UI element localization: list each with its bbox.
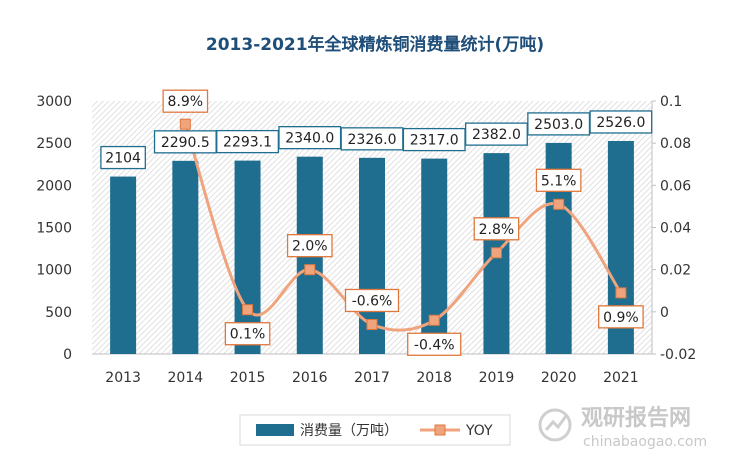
yoy-label-2019-box [473,217,520,241]
x-tick-label: 2020 [541,370,577,386]
legend-bar-label: 消费量（万吨） [300,423,398,439]
y-left-tick-label: 3000 [36,94,72,110]
yoy-label-2021-text: 0.9% [603,310,639,326]
y-left-tick-label: 2000 [36,178,72,194]
bar-label-2021-text: 2526.0 [596,115,645,131]
yoy-label-2020-text: 5.1% [541,173,577,189]
y-right-tick-label: 0.08 [660,136,691,152]
bar-label-2020-text: 2503.0 [534,117,583,133]
y-left-tick-label: 0 [63,347,72,363]
y-left-tick-label: 500 [45,305,72,321]
y-left-tick-label: 1500 [36,221,72,237]
yoy-marker-2017 [366,318,378,330]
x-tick-label: 2014 [168,370,204,386]
watermark-name: 观研报告网 [581,406,691,431]
yoy-label-2020: 5.1% [535,168,582,192]
yoy-marker-2014 [179,118,191,130]
yoy-label-2014: 8.9% [162,89,209,113]
legend-marker-swatch [434,424,446,436]
yoy-label-2015: 0.1% [224,322,271,346]
bar-label-2014: 2290.5 [153,130,217,154]
bar-2013 [110,176,137,354]
x-tick-label: 2021 [603,370,639,386]
x-tick-label: 2018 [416,370,452,386]
y-right-tick-label: 0.02 [660,263,691,279]
yoy-label-2016-text: 2.0% [292,239,328,255]
y-left-tick-label: 1000 [36,263,72,279]
yoy-label-2018-box [407,332,462,356]
bar-label-2013-text: 2104 [105,151,141,167]
yoy-label-2019: 2.8% [473,217,520,241]
yoy-label-2016-box [286,234,333,258]
bar-label-2021-box [589,110,653,134]
bar-label-2019: 2382.0 [464,122,528,146]
yoy-label-2014-box [162,89,209,113]
x-tick-label: 2016 [292,370,328,386]
legend: 消费量（万吨） YOY [239,414,511,446]
bar-label-2018: 2317.0 [402,127,466,152]
watermark-url: chinabaogao.com [583,434,707,450]
x-tick-label: 2013 [105,370,141,386]
bar-label-2021: 2526.0 [589,110,653,134]
bar-label-2018-text: 2317.0 [410,133,459,149]
yoy-label-2015-text: 0.1% [230,327,266,343]
yoy-marker-2015 [242,304,254,316]
bar-label-2020: 2503.0 [527,112,591,136]
bar-label-2013-box [100,145,146,170]
yoy-marker-2019 [490,247,502,259]
bar-label-2016-text: 2340.0 [285,131,334,147]
yoy-label-2018: -0.4% [407,332,462,356]
yoy-label-2019-text: 2.8% [479,222,515,238]
bar-label-2017: 2326.0 [340,127,404,151]
x-tick-label: 2015 [230,370,266,386]
yoy-marker-2018 [428,314,440,326]
yoy-label-2017-box [344,288,400,313]
y-right-tick-label: 0.06 [660,178,691,194]
bar-2014 [172,160,199,354]
chart-title: 2013-2021年全球精炼铜消费量统计(万吨) [206,34,544,55]
bar-label-2013: 2104 [100,145,146,170]
yoy-label-2017: -0.6% [344,288,400,313]
bar-label-2019-text: 2382.0 [472,127,521,143]
yoy-label-2020-box [535,168,582,192]
bar-label-2017-text: 2326.0 [348,132,397,148]
yoy-label-2017-text: -0.6% [352,293,393,309]
bar-label-2015: 2293.1 [216,129,280,154]
yoy-label-2018-text: -0.4% [414,337,455,353]
x-tick-label: 2017 [354,370,390,386]
legend-line-label: YOY [465,423,493,439]
watermark: 观研报告网 chinabaogao.com [538,406,707,450]
y-right-tick-label: -0.02 [660,347,696,363]
yoy-marker-2020 [553,198,565,210]
yoy-marker-2021 [615,287,627,299]
yoy-label-2016: 2.0% [286,234,333,258]
watermark-logo [538,408,572,442]
bar-label-2014-text: 2290.5 [161,135,210,151]
y-right-tick-label: 0 [660,305,669,321]
yoy-label-2021-box [598,305,644,329]
yoy-marker-2016 [304,264,316,276]
yoy-label-2015-box [224,322,271,346]
y-left-tick-label: 2500 [36,136,72,152]
legend-bar-swatch [256,424,294,436]
yoy-label-2021: 0.9% [598,305,644,329]
yoy-label-2014-text: 8.9% [168,94,204,110]
y-right-tick-label: 0.1 [660,94,682,110]
x-tick-label: 2019 [479,370,515,386]
bar-2015 [234,160,261,354]
bar-label-2016: 2340.0 [278,126,342,150]
bar-label-2015-text: 2293.1 [223,135,272,151]
y-right-tick-label: 0.04 [660,221,691,237]
